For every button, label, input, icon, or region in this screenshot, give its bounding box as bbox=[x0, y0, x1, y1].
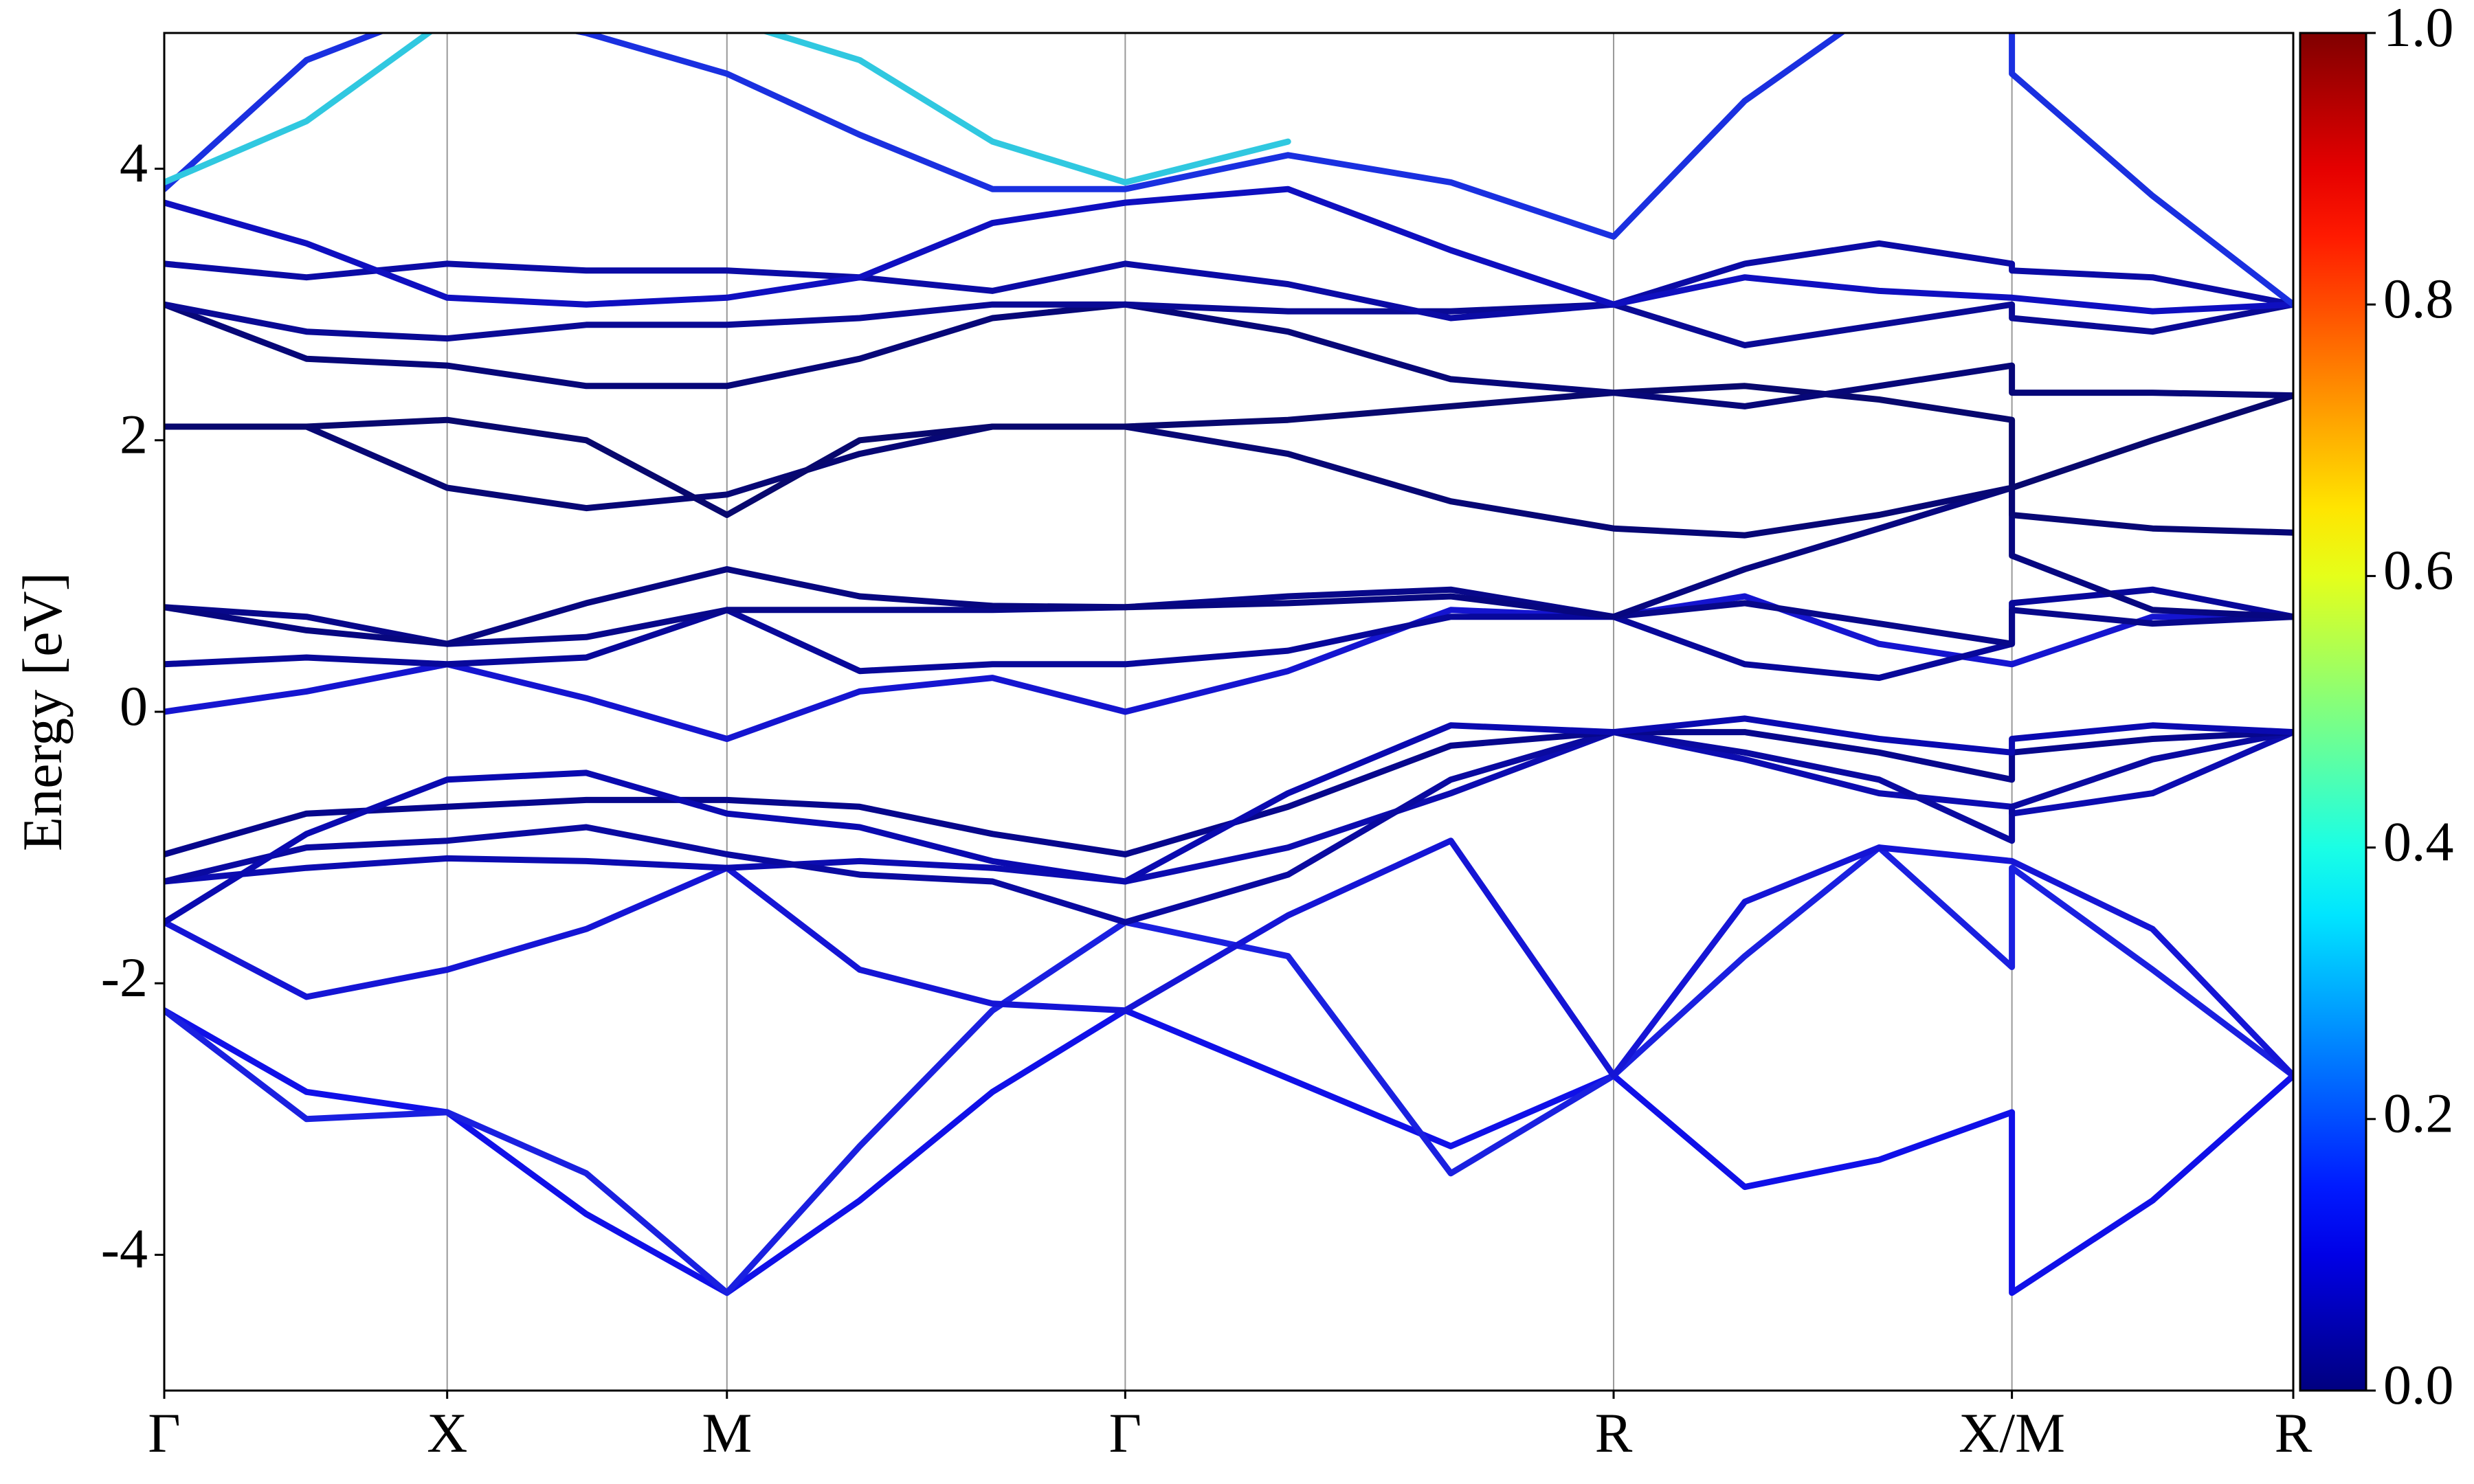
y-tick-label: 0 bbox=[120, 675, 148, 737]
band-line bbox=[164, 593, 2293, 742]
plot-frame bbox=[163, 32, 2295, 1392]
band-line bbox=[164, 484, 2293, 647]
colorbar-tick-label: 0.4 bbox=[2383, 810, 2454, 873]
x-tick-label: Γ bbox=[1109, 1402, 1141, 1464]
band-line bbox=[164, 423, 2293, 539]
band-line bbox=[164, 1007, 2293, 1296]
y-tick-label: 4 bbox=[120, 131, 148, 194]
band-line bbox=[164, 383, 2293, 518]
x-tick-label: X bbox=[427, 1402, 467, 1464]
colorbar-tick-label: 0.0 bbox=[2383, 1353, 2454, 1416]
band-line bbox=[164, 301, 2293, 348]
x-tick-label: R bbox=[2275, 1402, 2313, 1464]
band-line bbox=[164, 844, 2293, 1296]
band-line bbox=[164, 240, 2293, 322]
y-tick-label: -4 bbox=[101, 1217, 148, 1280]
x-tick-label: X/M bbox=[1959, 1402, 2065, 1464]
band-line bbox=[164, 33, 1291, 186]
band-line bbox=[164, 33, 2293, 308]
colorbar-tick-label: 0.2 bbox=[2383, 1082, 2454, 1145]
x-tick-label: Γ bbox=[148, 1402, 180, 1464]
band-line bbox=[164, 186, 2293, 315]
colorbar bbox=[2299, 32, 2367, 1392]
band-line bbox=[164, 715, 2293, 925]
colorbar-tick-label: 0.6 bbox=[2383, 539, 2454, 601]
band-line bbox=[164, 586, 2293, 647]
y-axis-label: Energy [eV] bbox=[11, 572, 74, 851]
y-tick-label: 2 bbox=[120, 403, 148, 466]
band-line bbox=[164, 729, 2293, 857]
colorbar-tick-label: 1.0 bbox=[2383, 0, 2454, 58]
band-line bbox=[164, 837, 2293, 1079]
y-tick-label: -2 bbox=[101, 946, 148, 1009]
band-line bbox=[164, 729, 2293, 925]
band-line bbox=[164, 301, 2293, 409]
x-tick-label: R bbox=[1595, 1402, 1633, 1464]
x-tick-label: M bbox=[702, 1402, 752, 1464]
colorbar-tick-label: 0.8 bbox=[2383, 267, 2454, 330]
